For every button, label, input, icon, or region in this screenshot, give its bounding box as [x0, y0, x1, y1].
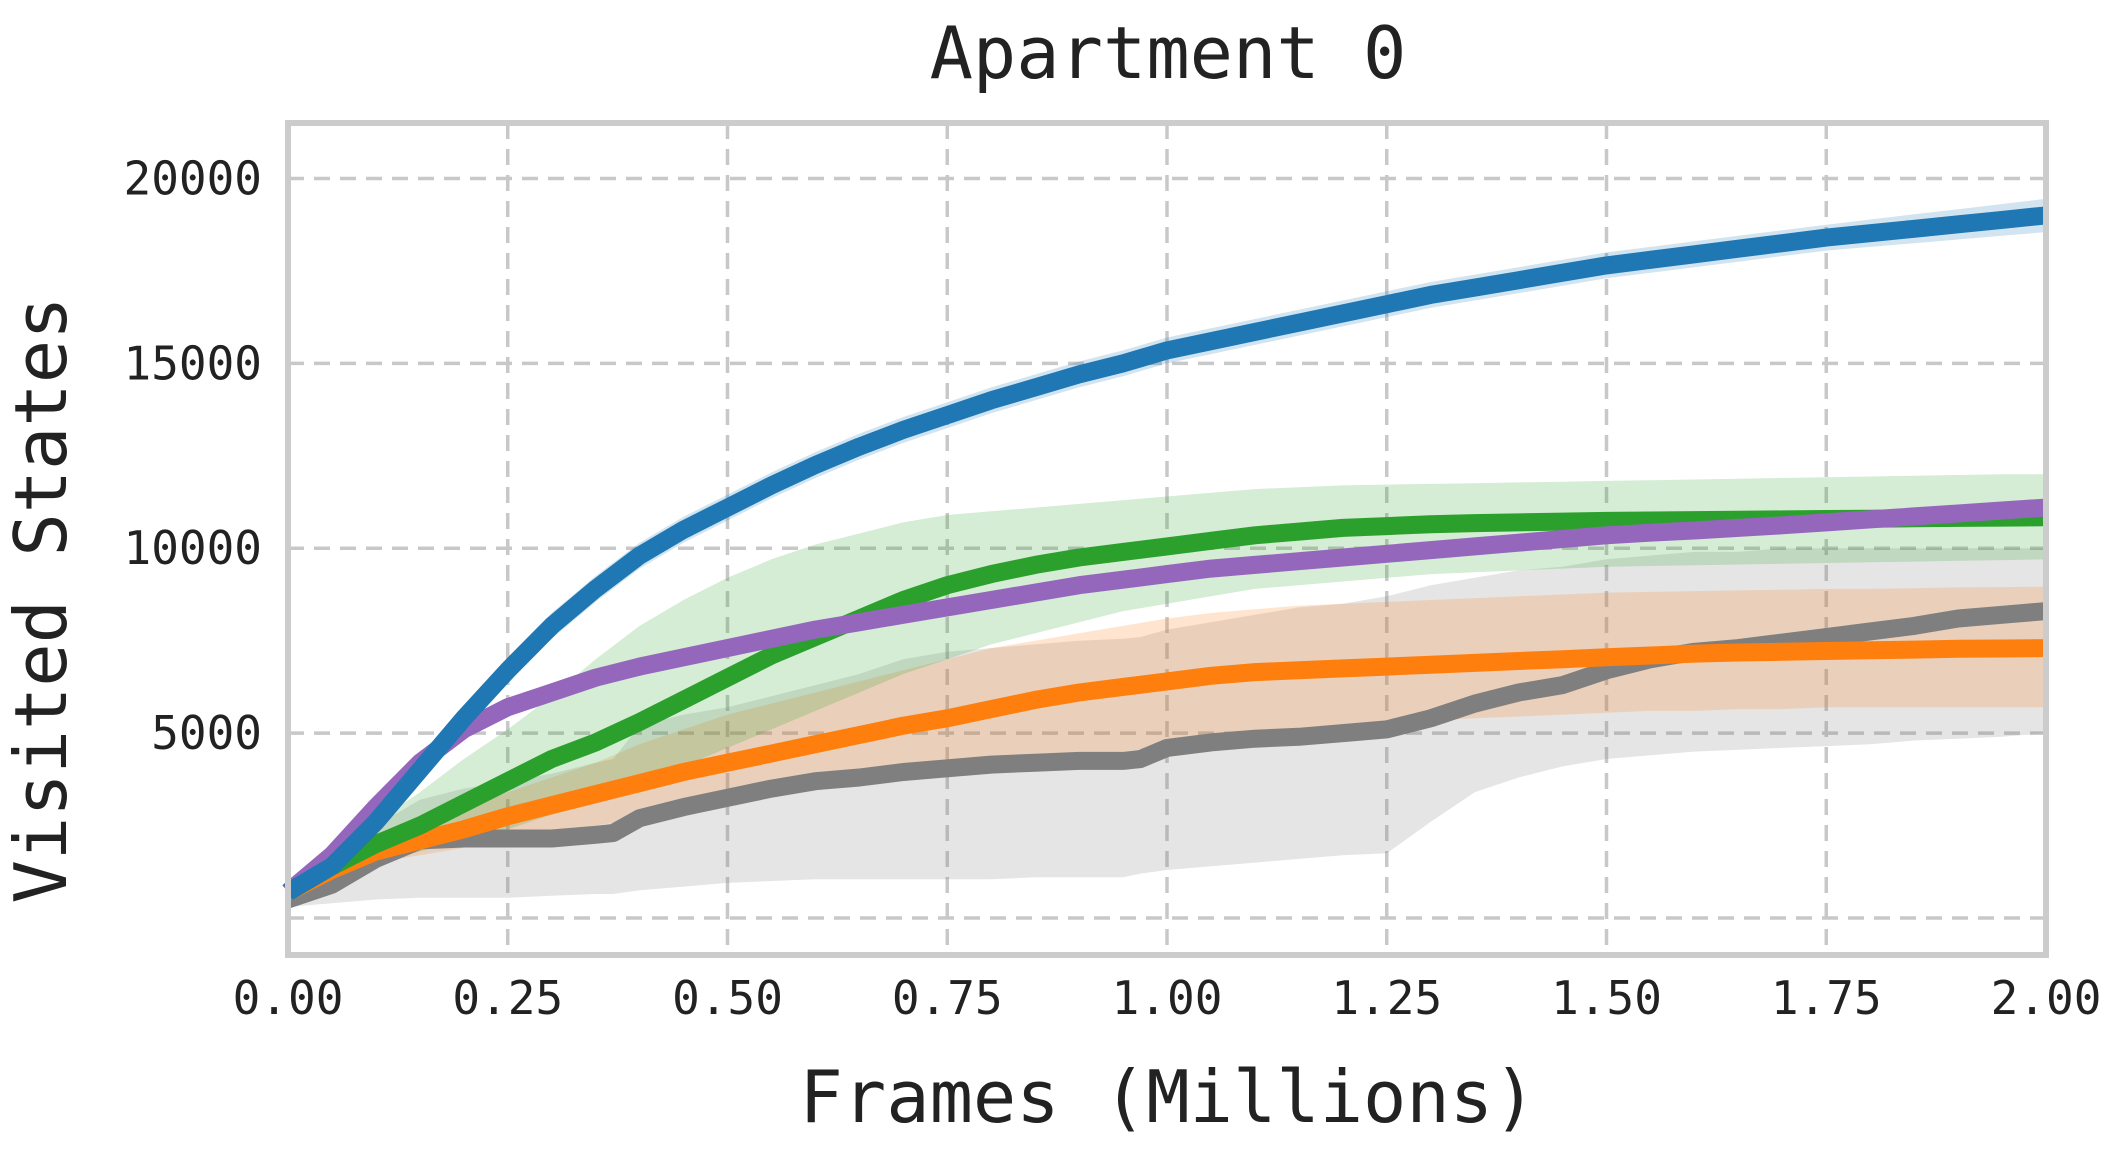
x-tick-label: 1.00	[1112, 971, 1223, 1025]
series-band-0	[288, 548, 2046, 907]
x-tick-label: 0.00	[233, 971, 344, 1025]
chart-title: Apartment 0	[930, 11, 1407, 95]
x-tick-label: 1.75	[1771, 971, 1882, 1025]
x-tick-label: 1.25	[1331, 971, 1442, 1025]
x-tick-labels: 0.00 0.25 0.50 0.75 1.00 1.25 1.50 1.75 2.00	[233, 971, 2102, 1025]
plot-frame	[285, 120, 2049, 958]
x-tick-label: 0.25	[452, 971, 563, 1025]
series-line-3	[282, 498, 2047, 899]
y-tick-label: 20000	[124, 151, 262, 205]
y-tick-label: 5000	[151, 706, 262, 760]
y-axis-label: Visited States	[0, 297, 83, 904]
series-lines	[282, 206, 2047, 909]
x-tick-label: 1.50	[1551, 971, 1662, 1025]
y-tick-label: 10000	[124, 521, 262, 575]
y-tick-label: 15000	[124, 336, 262, 390]
x-tick-label: 0.75	[892, 971, 1003, 1025]
grid-lines	[288, 123, 2046, 955]
series-band-2	[288, 474, 2046, 896]
x-tick-label: 2.00	[1991, 971, 2102, 1025]
x-axis-label: Frames (Millions)	[800, 1055, 1537, 1139]
series-line-4	[283, 206, 2047, 900]
x-tick-label: 0.50	[672, 971, 783, 1025]
y-tick-labels: 5000 10000 15000 20000	[124, 151, 262, 760]
series-line-1	[283, 639, 2047, 901]
